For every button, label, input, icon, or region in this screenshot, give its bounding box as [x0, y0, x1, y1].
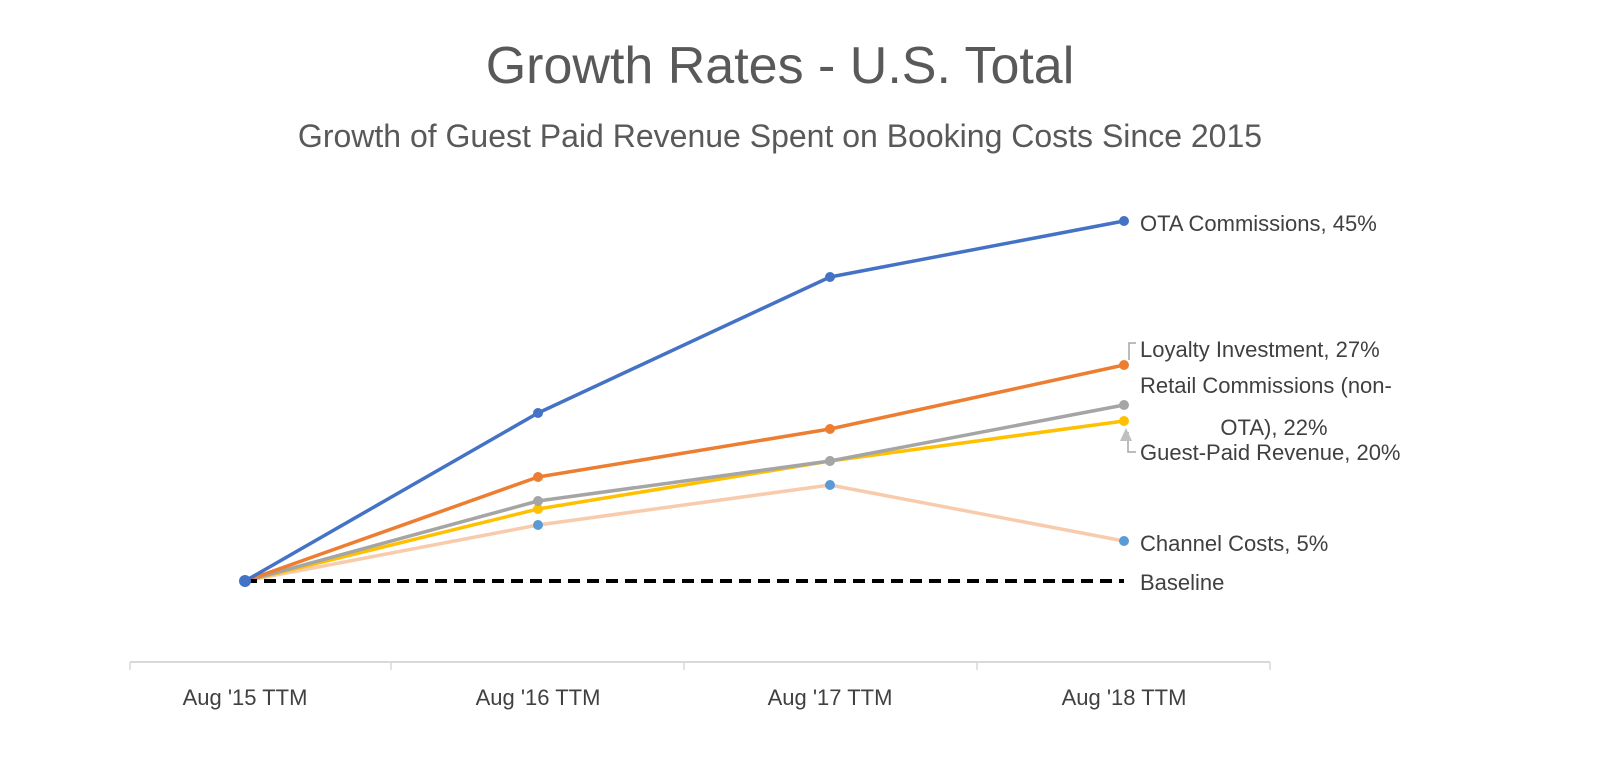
x-axis: Aug '15 TTM Aug '16 TTM Aug '17 TTM Aug '18… [129, 661, 1271, 710]
leader-arrow-guest-paid [1120, 428, 1132, 441]
chart-title: Growth Rates - U.S. Total [485, 37, 1075, 95]
data-point-loyalty-investment [533, 472, 543, 482]
series-line-loyalty-investment [243, 363, 1126, 583]
data-point-guest-paid-revenue [1119, 416, 1129, 426]
data-point-ota-commissions [1119, 216, 1129, 226]
series-label: Loyalty Investment, 27% [1140, 337, 1380, 362]
series-label: OTA), 22% [1220, 415, 1327, 440]
leader-line-loyalty [1128, 342, 1136, 360]
data-point-loyalty-investment [825, 424, 835, 434]
x-tick-label: Aug '15 TTM [183, 685, 308, 710]
data-point-guest-paid-revenue [533, 504, 543, 514]
data-point-retail-commissions-non-ota [825, 456, 835, 466]
x-tick-label: Aug '16 TTM [476, 685, 601, 710]
data-point-loyalty-investment [1119, 360, 1129, 370]
series-label: OTA Commissions, 45% [1140, 211, 1377, 236]
series-label: Retail Commissions (non- [1140, 373, 1392, 398]
series-label: Channel Costs, 5% [1140, 531, 1328, 556]
data-point-channel-costs [1119, 536, 1129, 546]
data-point-channel-costs [533, 520, 543, 530]
data-point-ota-commissions [533, 408, 543, 418]
series-label: Baseline [1140, 570, 1224, 595]
data-point-ota-commissions [825, 272, 835, 282]
series-line-retail-commissions-non-ota [243, 403, 1126, 583]
series-line-guest-paid-revenue [243, 419, 1126, 583]
data-point-origin [239, 575, 251, 587]
series-lines [239, 216, 1129, 587]
data-point-channel-costs [825, 480, 835, 490]
x-tick-label: Aug '18 TTM [1062, 685, 1187, 710]
chart-subtitle: Growth of Guest Paid Revenue Spent on Bo… [297, 118, 1263, 154]
series-line-ota-commissions [243, 219, 1126, 583]
data-point-retail-commissions-non-ota [533, 496, 543, 506]
x-tick-label: Aug '17 TTM [768, 685, 893, 710]
series-line-channel-costs [243, 483, 1126, 583]
series-labels: OTA Commissions, 45% Loyalty Investment, … [1120, 211, 1401, 595]
data-point-retail-commissions-non-ota [1119, 400, 1129, 410]
series-label: Guest-Paid Revenue, 20% [1140, 440, 1401, 465]
